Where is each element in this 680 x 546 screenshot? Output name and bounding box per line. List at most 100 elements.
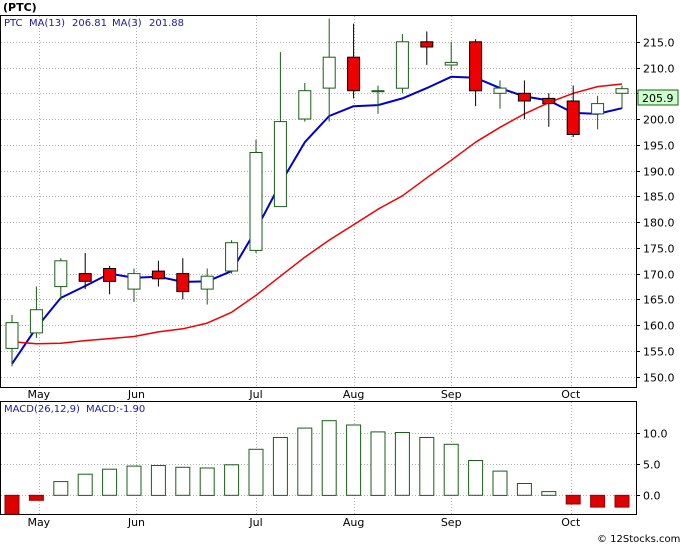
- macd-bar: [175, 466, 191, 496]
- macd-bar: [77, 473, 93, 496]
- macd-x-tick-label: Aug: [343, 516, 364, 529]
- legend-ma3-label: MA(3): [112, 18, 142, 29]
- macd-bar: [541, 491, 557, 496]
- price-grid: [1, 16, 636, 387]
- price-y-tick-label: 190.0: [643, 166, 675, 179]
- candle-body: [347, 56, 361, 92]
- macd-y-axis: 0.0 5.0 10.0: [636, 428, 668, 503]
- candle: [273, 52, 287, 208]
- macd-y-tick-label: 0.0: [643, 490, 661, 503]
- candle: [249, 139, 263, 254]
- candle-body: [591, 103, 605, 115]
- price-y-tick-label: 165.0: [643, 294, 675, 307]
- macd-bar: [614, 494, 630, 508]
- candle-body: [176, 273, 190, 293]
- price-y-tick-label: 180.0: [643, 217, 675, 230]
- candle-body: [444, 61, 458, 66]
- candle-body: [566, 100, 580, 135]
- candle-body: [225, 242, 239, 272]
- legend-ma13-value: 206.81: [72, 18, 107, 29]
- candle-body: [29, 309, 43, 334]
- candle-body: [5, 322, 19, 349]
- macd-bar: [370, 431, 386, 496]
- candle: [347, 23, 361, 99]
- candle-body: [151, 270, 165, 280]
- price-x-tick-label: Jun: [127, 388, 145, 401]
- macd-bar: [590, 494, 606, 508]
- macd-bar: [126, 465, 142, 496]
- candle: [517, 80, 531, 120]
- candle-body: [249, 152, 263, 251]
- macd-x-tick-label: Oct: [561, 516, 581, 529]
- last-price-tag: [637, 89, 679, 106]
- candle-body: [493, 87, 507, 94]
- candle: [225, 240, 239, 274]
- candle-body: [103, 268, 117, 282]
- legend-ma3-value: 201.88: [149, 18, 184, 29]
- macd-bar: [419, 437, 435, 496]
- candle-body: [127, 273, 141, 290]
- macd-bar: [565, 494, 581, 505]
- price-panel: [0, 15, 637, 388]
- price-x-axis: May Jun Jul Aug Sep Oct: [27, 388, 580, 401]
- price-y-tick-label: 185.0: [643, 191, 675, 204]
- candle: [420, 31, 434, 65]
- candle: [103, 265, 117, 295]
- price-y-tick-label: 175.0: [643, 243, 675, 256]
- ma-line-ma3: [11, 83, 623, 345]
- watermark: © 12Stocks.com: [597, 534, 680, 545]
- candle-body: [517, 92, 531, 102]
- candle: [493, 80, 507, 109]
- macd-x-axis: May Jun Jul Aug Sep Oct: [27, 516, 580, 529]
- macd-bar: [53, 481, 69, 496]
- candle: [395, 34, 409, 94]
- candle: [444, 41, 458, 71]
- candle-body: [54, 260, 68, 288]
- macd-x-tick-label: May: [27, 516, 50, 529]
- macd-bar: [321, 420, 337, 496]
- price-x-tick-label: May: [27, 388, 50, 401]
- candle: [127, 268, 141, 302]
- candle-body: [469, 41, 483, 92]
- macd-x-tick-label: Jul: [248, 516, 262, 529]
- candle-body: [273, 121, 287, 208]
- macd-bar: [199, 467, 215, 496]
- macd-bar: [150, 465, 166, 496]
- macd-bar: [224, 464, 240, 496]
- candle-body: [298, 90, 312, 120]
- candle-body: [322, 56, 336, 89]
- candle: [200, 268, 214, 305]
- candle: [54, 258, 68, 300]
- macd-bar: [297, 427, 313, 496]
- candle: [371, 85, 385, 114]
- macd-bar: [248, 448, 264, 496]
- candle: [322, 18, 336, 122]
- macd-panel: [0, 401, 637, 515]
- candle: [469, 39, 483, 107]
- price-y-tick-label: 155.0: [643, 346, 675, 359]
- price-y-tick-label: 210.0: [643, 63, 675, 76]
- candle-body: [615, 88, 629, 94]
- candle: [176, 258, 190, 300]
- candle: [615, 85, 629, 109]
- candle-body: [371, 90, 385, 93]
- candle-body: [200, 275, 214, 290]
- chart-title: (PTC): [3, 1, 37, 14]
- macd-bar: [468, 460, 484, 496]
- candle: [566, 85, 580, 138]
- price-x-tick-label: Aug: [343, 388, 364, 401]
- price-x-tick-label: Jul: [248, 388, 262, 401]
- macd-params-label: MACD(26,12,9): [4, 404, 80, 415]
- candle-body: [420, 41, 434, 48]
- macd-y-tick-label: 10.0: [643, 428, 668, 441]
- price-y-tick-label: 195.0: [643, 140, 675, 153]
- macd-bar: [102, 468, 118, 496]
- candle: [29, 286, 43, 339]
- candle: [5, 314, 19, 367]
- macd-value-label: MACD:-1.90: [86, 404, 145, 415]
- macd-bar: [28, 494, 44, 501]
- macd-bar: [346, 424, 362, 496]
- price-y-tick-label: 200.0: [643, 114, 675, 127]
- price-x-tick-label: Sep: [441, 388, 462, 401]
